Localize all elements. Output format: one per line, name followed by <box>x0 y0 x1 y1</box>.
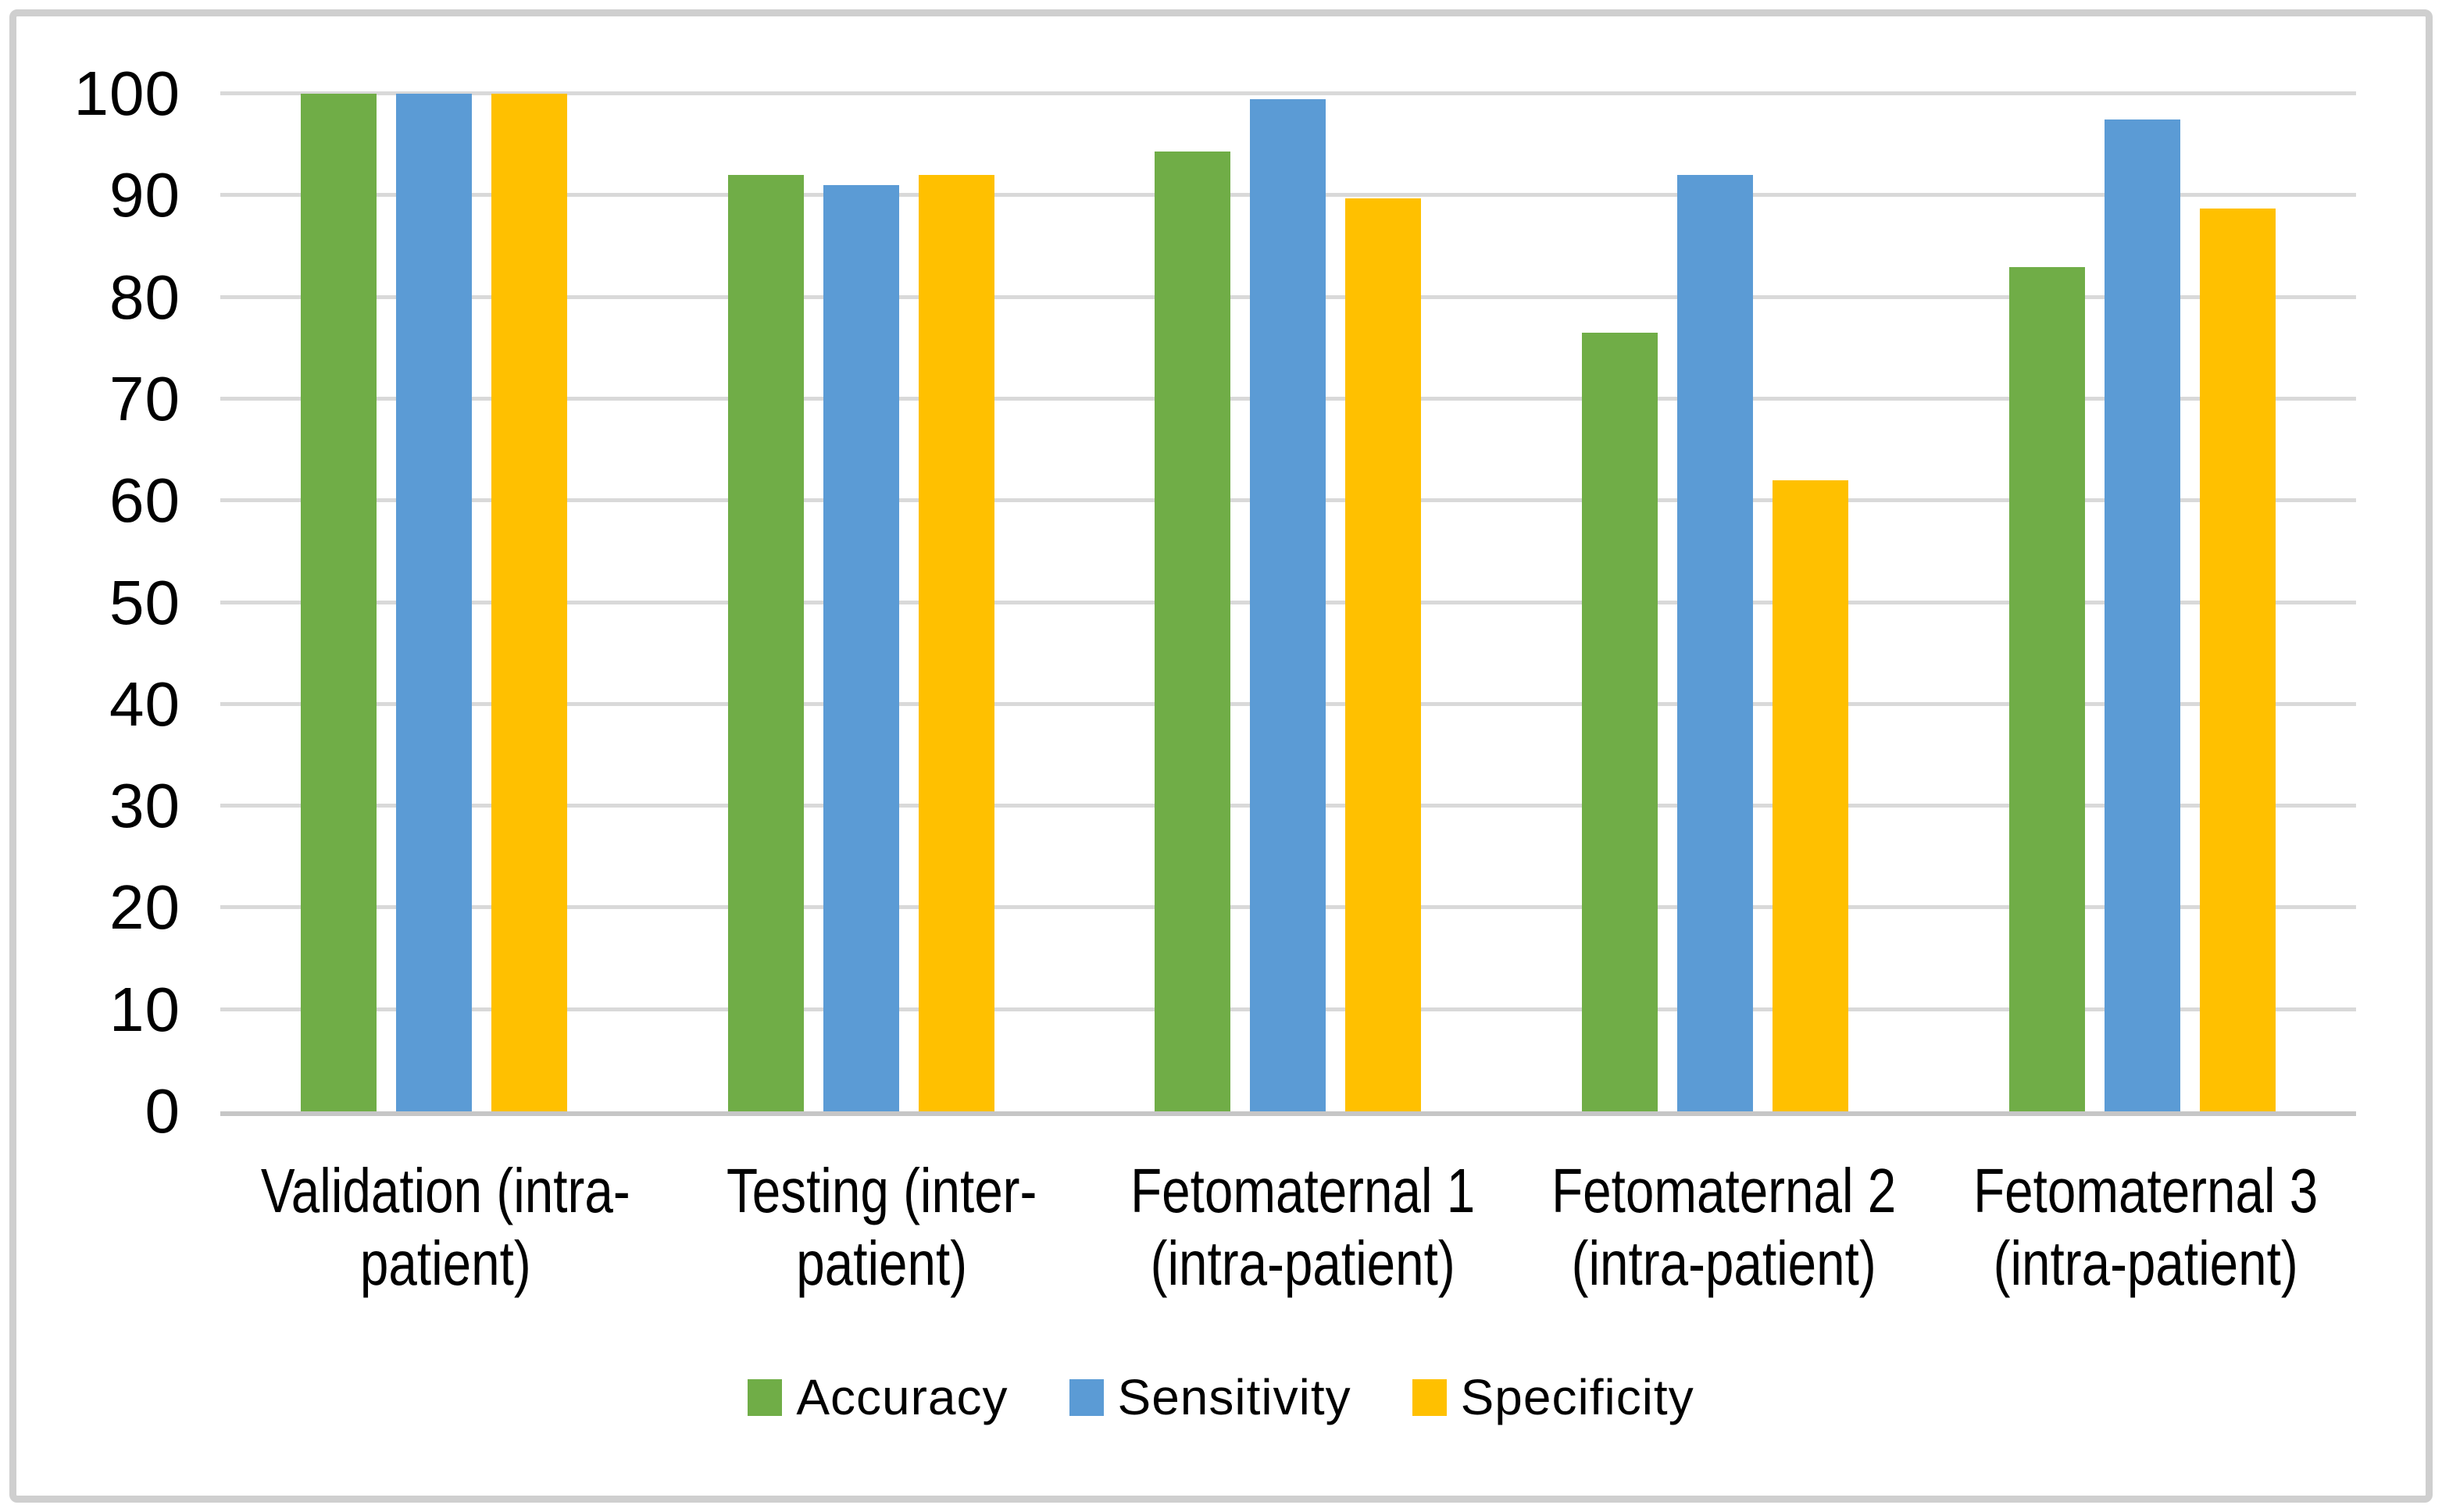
bar-specificity <box>491 94 567 1111</box>
bar-sensitivity <box>1250 98 1326 1111</box>
category-label-line: Validation (intra- <box>260 1156 630 1225</box>
legend-item-accuracy: Accuracy <box>748 1372 1008 1422</box>
category-label-line: (intra-patient) <box>1993 1228 2298 1298</box>
y-tick-label: 20 <box>109 872 180 943</box>
y-tick-label: 80 <box>109 262 180 332</box>
bar-chart-figure: 0 10 20 30 40 50 60 70 80 90 100 Validation (intra… <box>9 9 2433 1503</box>
bar-sensitivity <box>1677 175 1754 1111</box>
category-label-line: patient) <box>795 1228 967 1298</box>
gridline <box>220 91 2356 95</box>
bar-sensitivity <box>395 94 472 1111</box>
bar-accuracy <box>1582 333 1658 1111</box>
bar-accuracy <box>727 175 804 1111</box>
category-label-line: (intra-patient) <box>1150 1228 1455 1298</box>
category-label-line: patient) <box>359 1228 531 1298</box>
legend-label: Specificity <box>1460 1369 1694 1425</box>
bar-specificity <box>2200 209 2276 1111</box>
category-label: Testing (inter-patient) <box>709 1154 1054 1300</box>
legend-item-specificity: Specificity <box>1412 1372 1694 1422</box>
y-tick-label: 60 <box>109 465 180 536</box>
legend-swatch-sensitivity <box>1069 1378 1104 1416</box>
bar-group <box>220 94 648 1111</box>
category-label-line: Fetomaternal 1 <box>1130 1156 1476 1225</box>
y-tick-label: 90 <box>109 160 180 230</box>
bar-accuracy <box>1155 152 1231 1111</box>
legend-item-sensitivity: Sensitivity <box>1069 1372 1351 1422</box>
category-label-line: Testing (inter- <box>726 1156 1037 1225</box>
y-tick-label: 100 <box>73 59 180 128</box>
y-tick-label: 70 <box>109 363 180 433</box>
y-tick-label: 0 <box>145 1076 180 1146</box>
bar-sensitivity <box>823 185 899 1111</box>
legend-label: Sensitivity <box>1117 1369 1351 1425</box>
bar-group <box>1075 94 1502 1111</box>
category-label-line: (intra-patient) <box>1571 1228 1877 1298</box>
category-label-line: Fetomaternal 2 <box>1551 1156 1897 1225</box>
bar-accuracy <box>300 94 377 1111</box>
legend-swatch-accuracy <box>748 1378 783 1416</box>
plot-area: 0 10 20 30 40 50 60 70 80 90 100 <box>74 62 2356 1143</box>
bar-specificity <box>1773 480 1849 1111</box>
x-axis-labels: Validation (intra-patient) Testing (inter… <box>220 1154 2356 1300</box>
category-label: Fetomaternal 1 (intra-patient) <box>1130 1154 1475 1300</box>
bar-specificity <box>1345 198 1422 1111</box>
x-axis-line <box>220 1111 2356 1116</box>
category-label: Fetomaternal 2 (intra-patient) <box>1551 1154 1897 1300</box>
y-tick-label: 10 <box>109 974 180 1044</box>
y-tick-label: 30 <box>109 771 180 841</box>
category-label: Fetomaternal 3 (intra-patient) <box>1973 1154 2318 1300</box>
category-label-line: Fetomaternal 3 <box>1973 1156 2318 1225</box>
legend-swatch-specificity <box>1412 1378 1447 1416</box>
category-label: Validation (intra-patient) <box>261 1154 630 1300</box>
legend-label: Accuracy <box>796 1369 1009 1425</box>
bar-group <box>1929 94 2356 1111</box>
legend: Accuracy Sensitivity Specificity <box>16 1372 2426 1422</box>
bar-specificity <box>918 175 994 1111</box>
y-tick-label: 50 <box>109 567 180 637</box>
bar-group <box>648 94 1075 1111</box>
y-tick-label: 40 <box>109 669 180 739</box>
bar-group <box>1501 94 1929 1111</box>
bar-sensitivity <box>2105 119 2181 1111</box>
bar-accuracy <box>2009 266 2086 1111</box>
bar-groups <box>220 94 2356 1111</box>
